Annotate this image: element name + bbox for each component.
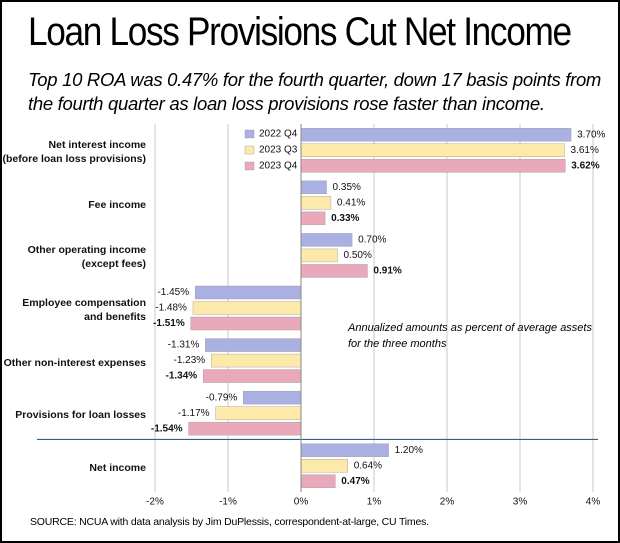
data-label: 0.47% <box>341 476 369 487</box>
bar <box>300 143 565 157</box>
source-note: SOURCE: NCUA with data analysis by Jim D… <box>30 516 429 528</box>
annotation: Annualized amounts as percent of average… <box>348 322 592 350</box>
y-tick-label: Provisions for loan losses <box>15 409 146 422</box>
data-label: 3.70% <box>577 129 605 140</box>
legend-label: 2023 Q4 <box>259 161 298 172</box>
data-label: -1.45% <box>157 287 189 298</box>
y-tick-label: Net income <box>89 461 146 474</box>
data-label: 0.70% <box>358 235 386 246</box>
bar <box>192 301 302 315</box>
y-tick-label: Other operating income (except fees) <box>27 244 146 271</box>
bar <box>194 285 302 300</box>
bar <box>243 390 302 405</box>
bar <box>300 211 326 226</box>
chart-subtitle: Top 10 ROA was 0.47% for the fourth quar… <box>28 69 602 114</box>
data-label: -1.51% <box>153 318 185 329</box>
bar <box>300 459 348 473</box>
legend-swatch <box>244 161 255 171</box>
chart-title: Loan Loss Provisions Cut Net Income <box>28 10 572 54</box>
bar <box>300 196 332 210</box>
data-label: 3.62% <box>571 160 599 171</box>
bar <box>300 159 566 173</box>
bar <box>205 338 302 352</box>
legend-swatch <box>244 129 255 139</box>
data-label: -1.17% <box>178 408 210 419</box>
data-label: 0.91% <box>373 266 401 277</box>
x-tick-label: -2% <box>146 497 164 508</box>
x-tick-label: -1% <box>219 497 237 508</box>
data-label: -1.34% <box>165 371 197 382</box>
data-label: 1.20% <box>395 445 423 456</box>
x-tick-label: 2% <box>440 497 455 508</box>
y-tick-label: Employee compensation and benefits <box>22 297 146 323</box>
data-label: -0.79% <box>206 392 238 403</box>
y-tick-label: Net interest income (before loan loss pr… <box>2 139 146 166</box>
x-tick-label: 4% <box>586 497 601 508</box>
bar <box>215 406 302 420</box>
bar <box>188 421 302 436</box>
data-label: -1.23% <box>174 355 206 366</box>
bar <box>202 369 302 383</box>
bar <box>300 443 389 457</box>
bar <box>190 316 302 331</box>
bar <box>300 233 353 247</box>
legend-label: 2022 Q4 <box>259 129 298 140</box>
data-label: 0.33% <box>331 213 359 224</box>
data-label: -1.54% <box>151 423 183 434</box>
legend-label: 2023 Q3 <box>259 145 298 156</box>
data-label: 0.41% <box>337 197 365 208</box>
bar <box>300 264 368 278</box>
data-label: 0.50% <box>344 250 372 261</box>
x-tick-label: 3% <box>513 497 528 508</box>
x-tick-label: 0% <box>294 497 309 508</box>
y-tick-label: Fee income <box>88 198 146 211</box>
bar <box>300 474 336 488</box>
legend-swatch <box>244 145 255 155</box>
y-tick-label: Other non-interest expenses <box>3 356 146 369</box>
bar <box>211 353 302 368</box>
bar <box>300 248 338 263</box>
data-label: -1.31% <box>168 340 200 351</box>
data-label: 0.64% <box>354 460 382 471</box>
x-tick-label: 1% <box>367 497 382 508</box>
bar <box>300 180 327 195</box>
data-label: 0.35% <box>333 182 361 193</box>
data-label: -1.48% <box>155 303 187 314</box>
data-label: 3.61% <box>571 145 599 156</box>
bar <box>300 128 572 142</box>
